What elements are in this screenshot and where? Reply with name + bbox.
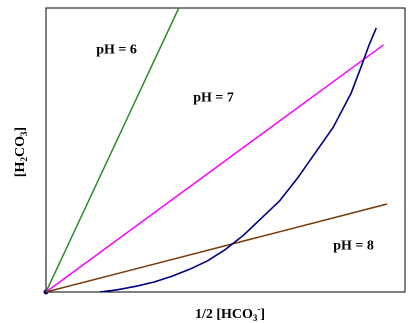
series-line-4 xyxy=(99,27,378,293)
annotation-label-1: pH = 6 xyxy=(96,42,137,57)
series-layer xyxy=(45,7,388,293)
annotation-label-3: pH = 8 xyxy=(333,238,374,253)
x-axis-label: 1/2 [HCO3-] xyxy=(195,304,265,323)
series-line-1 xyxy=(45,7,180,293)
series-line-3 xyxy=(45,203,388,293)
annotation-label-2: pH = 7 xyxy=(193,91,234,106)
series-line-2 xyxy=(45,44,384,293)
y-axis-label: [H2CO3] xyxy=(13,127,29,177)
plot-frame xyxy=(45,7,406,293)
annotation-layer: pH = 6 pH = 7 pH = 8 xyxy=(96,42,374,253)
